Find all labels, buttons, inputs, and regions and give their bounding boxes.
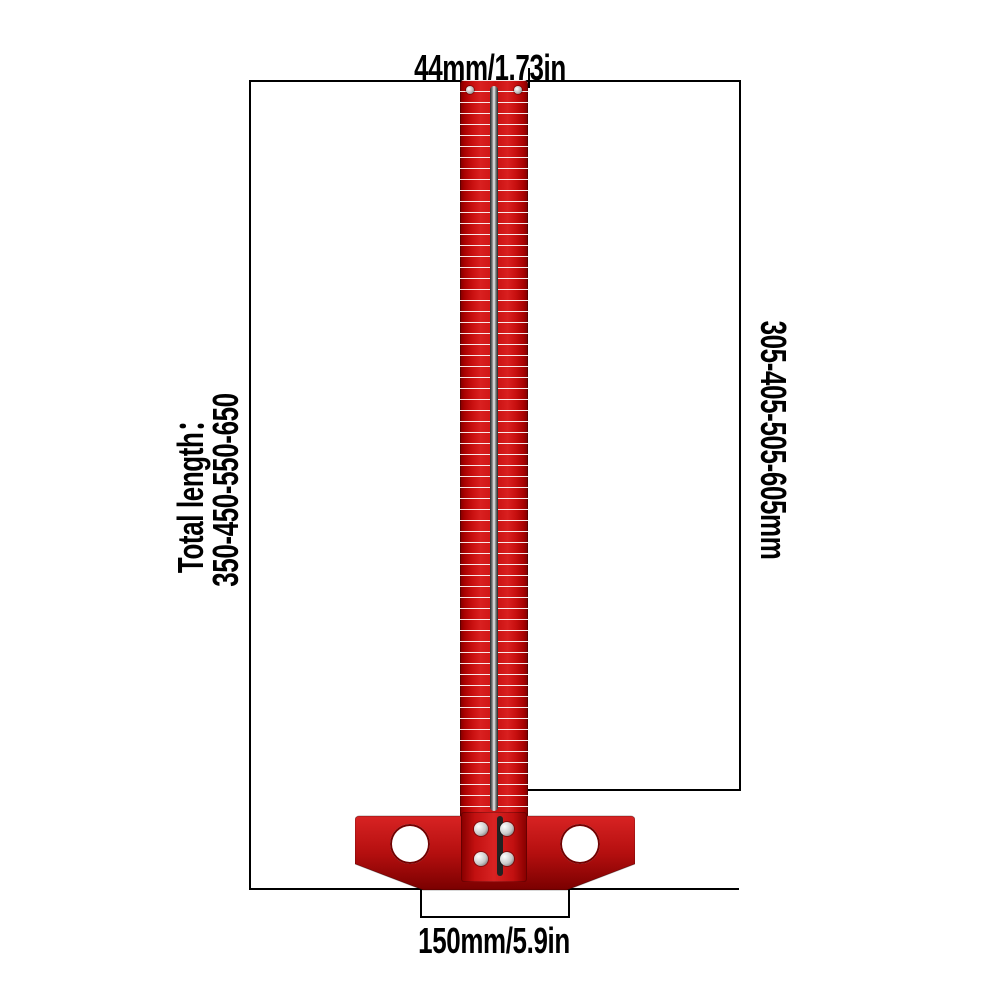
screw-icon bbox=[474, 822, 488, 836]
screw-icon bbox=[500, 822, 514, 836]
dim-line bbox=[528, 789, 741, 791]
ruler-blade bbox=[460, 80, 528, 817]
diagram-stage: 44mm/1.73in 150mm/5.9in 305-405-505-605m… bbox=[0, 0, 1000, 1000]
screw-icon bbox=[466, 86, 474, 94]
dim-line bbox=[249, 80, 251, 888]
screw-icon bbox=[500, 852, 514, 866]
screw-icon bbox=[514, 86, 522, 94]
label-right-height: 305-405-505-605mm bbox=[752, 321, 794, 560]
base-center-plate bbox=[461, 812, 527, 882]
label-bottom-width: 150mm/5.9in bbox=[418, 920, 570, 962]
ruler-center-slot bbox=[490, 86, 498, 811]
label-left-values: 350-450-550-650 bbox=[205, 393, 247, 586]
base-hole-right bbox=[560, 824, 600, 864]
dim-tick bbox=[420, 916, 570, 918]
screw-icon bbox=[474, 852, 488, 866]
dim-tick bbox=[528, 68, 530, 88]
dim-line bbox=[739, 80, 741, 790]
base-hole-left bbox=[390, 824, 430, 864]
